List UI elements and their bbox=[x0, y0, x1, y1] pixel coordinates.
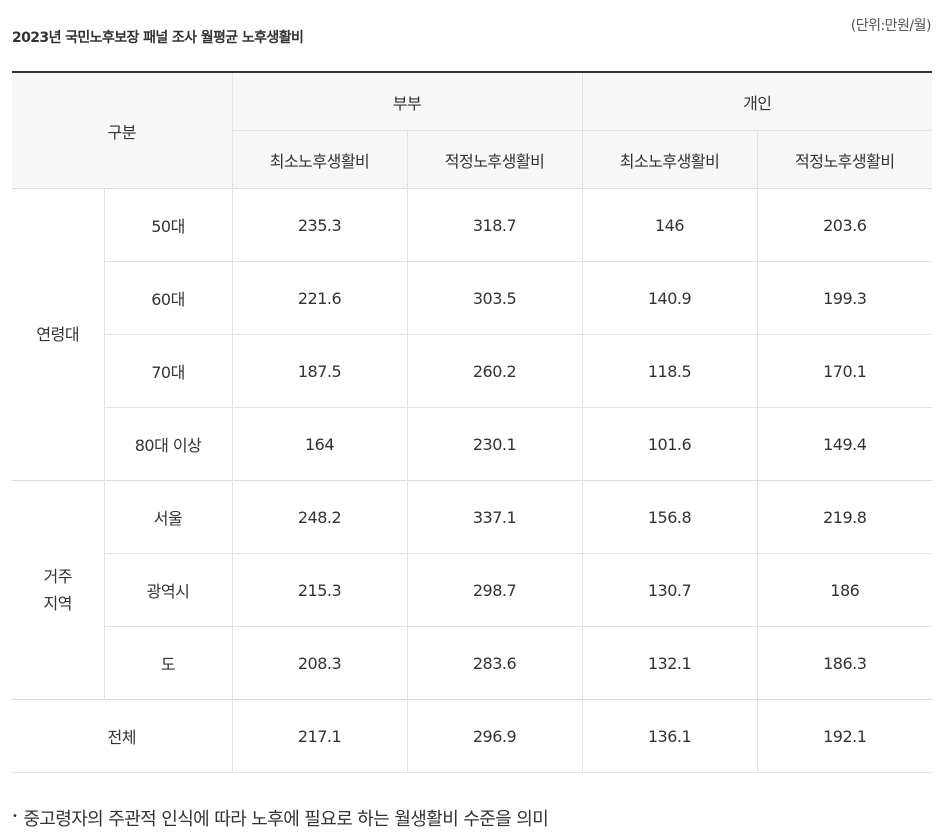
page-title: 2023년 국민노후보장 패널 조사 월평균 노후생활비 bbox=[12, 30, 304, 46]
cell-value: 132.1 bbox=[581, 626, 758, 700]
table-row: 거주 지역 서울 248.2 337.1 156.8 219.8 bbox=[12, 480, 933, 700]
cell-value: 136.1 bbox=[581, 699, 758, 773]
cell-value: 230.1 bbox=[406, 407, 583, 481]
subheader-individual-minimum: 최소노후생활비 bbox=[581, 130, 758, 189]
cell-value: 337.1 bbox=[406, 480, 583, 554]
cell-value: 283.6 bbox=[406, 626, 583, 700]
cell-value: 187.5 bbox=[231, 334, 408, 408]
table-row: 광역시 215.3 298.7 130.7 186 bbox=[12, 553, 933, 627]
unit-label: (단위:만원/월) bbox=[850, 18, 932, 34]
cell-value: 101.6 bbox=[581, 407, 758, 481]
cell-value: 149.4 bbox=[756, 407, 933, 481]
cell-value: 170.1 bbox=[756, 334, 933, 408]
cell-value: 208.3 bbox=[231, 626, 408, 700]
total-row: 전체 217.1 296.9 136.1 192.1 bbox=[12, 699, 933, 773]
row-label: 광역시 bbox=[103, 553, 233, 627]
table-header: 구분 부부 개인 최소노후생활비 적정노후생활비 최소노후생활비 적정노후생활비 bbox=[12, 71, 933, 189]
cell-value: 248.2 bbox=[231, 480, 408, 554]
table-row: 70대 187.5 260.2 118.5 170.1 bbox=[12, 334, 933, 408]
cell-value: 186.3 bbox=[756, 626, 933, 700]
header-category: 구분 bbox=[12, 71, 233, 189]
group-label-region: 거주 지역 bbox=[12, 480, 104, 700]
subheader-individual-adequate: 적정노후생활비 bbox=[756, 130, 933, 189]
cell-value: 318.7 bbox=[406, 188, 583, 262]
footnote-text: 중고령자의 주관적 인식에 따라 노후에 필요로 하는 월생활비 수준을 의미 bbox=[23, 809, 549, 830]
cell-value: 296.9 bbox=[406, 699, 583, 773]
living-cost-table: 구분 부부 개인 최소노후생활비 적정노후생활비 최소노후생활비 적정노후생활비… bbox=[12, 71, 933, 773]
table-row: 도 208.3 283.6 132.1 186.3 bbox=[12, 626, 933, 700]
cell-value: 217.1 bbox=[231, 699, 408, 773]
cell-value: 215.3 bbox=[231, 553, 408, 627]
cell-value: 146 bbox=[581, 188, 758, 262]
cell-value: 199.3 bbox=[756, 261, 933, 335]
row-label: 서울 bbox=[103, 480, 233, 554]
cell-value: 235.3 bbox=[231, 188, 408, 262]
group-label-region-line2: 지역 bbox=[43, 594, 73, 613]
total-label: 전체 bbox=[12, 699, 233, 773]
row-label: 60대 bbox=[103, 261, 233, 335]
bullet-icon: • bbox=[12, 811, 18, 822]
cell-value: 118.5 bbox=[581, 334, 758, 408]
cell-value: 219.8 bbox=[756, 480, 933, 554]
cell-value: 192.1 bbox=[756, 699, 933, 773]
row-label: 50대 bbox=[103, 188, 233, 262]
cell-value: 186 bbox=[756, 553, 933, 627]
cell-value: 298.7 bbox=[406, 553, 583, 627]
row-label: 80대 이상 bbox=[103, 407, 233, 481]
group-label-region-line1: 거주 bbox=[43, 567, 73, 586]
cell-value: 221.6 bbox=[231, 261, 408, 335]
header-group-individual: 개인 bbox=[581, 71, 933, 131]
cell-value: 260.2 bbox=[406, 334, 583, 408]
cell-value: 156.8 bbox=[581, 480, 758, 554]
subheader-couple-minimum: 최소노후생활비 bbox=[231, 130, 408, 189]
header-group-couple: 부부 bbox=[231, 71, 583, 131]
row-label: 도 bbox=[103, 626, 233, 700]
footnote: • 중고령자의 주관적 인식에 따라 노후에 필요로 하는 월생활비 수준을 의미 bbox=[12, 805, 549, 831]
cell-value: 203.6 bbox=[756, 188, 933, 262]
group-label-age: 연령대 bbox=[12, 188, 104, 481]
cell-value: 164 bbox=[231, 407, 408, 481]
table-row: 80대 이상 164 230.1 101.6 149.4 bbox=[12, 407, 933, 481]
cell-value: 130.7 bbox=[581, 553, 758, 627]
subheader-couple-adequate: 적정노후생활비 bbox=[406, 130, 583, 189]
cell-value: 303.5 bbox=[406, 261, 583, 335]
table-row: 연령대 50대 235.3 318.7 146 203.6 bbox=[12, 188, 933, 481]
row-label: 70대 bbox=[103, 334, 233, 408]
cell-value: 140.9 bbox=[581, 261, 758, 335]
table-row: 60대 221.6 303.5 140.9 199.3 bbox=[12, 261, 933, 335]
